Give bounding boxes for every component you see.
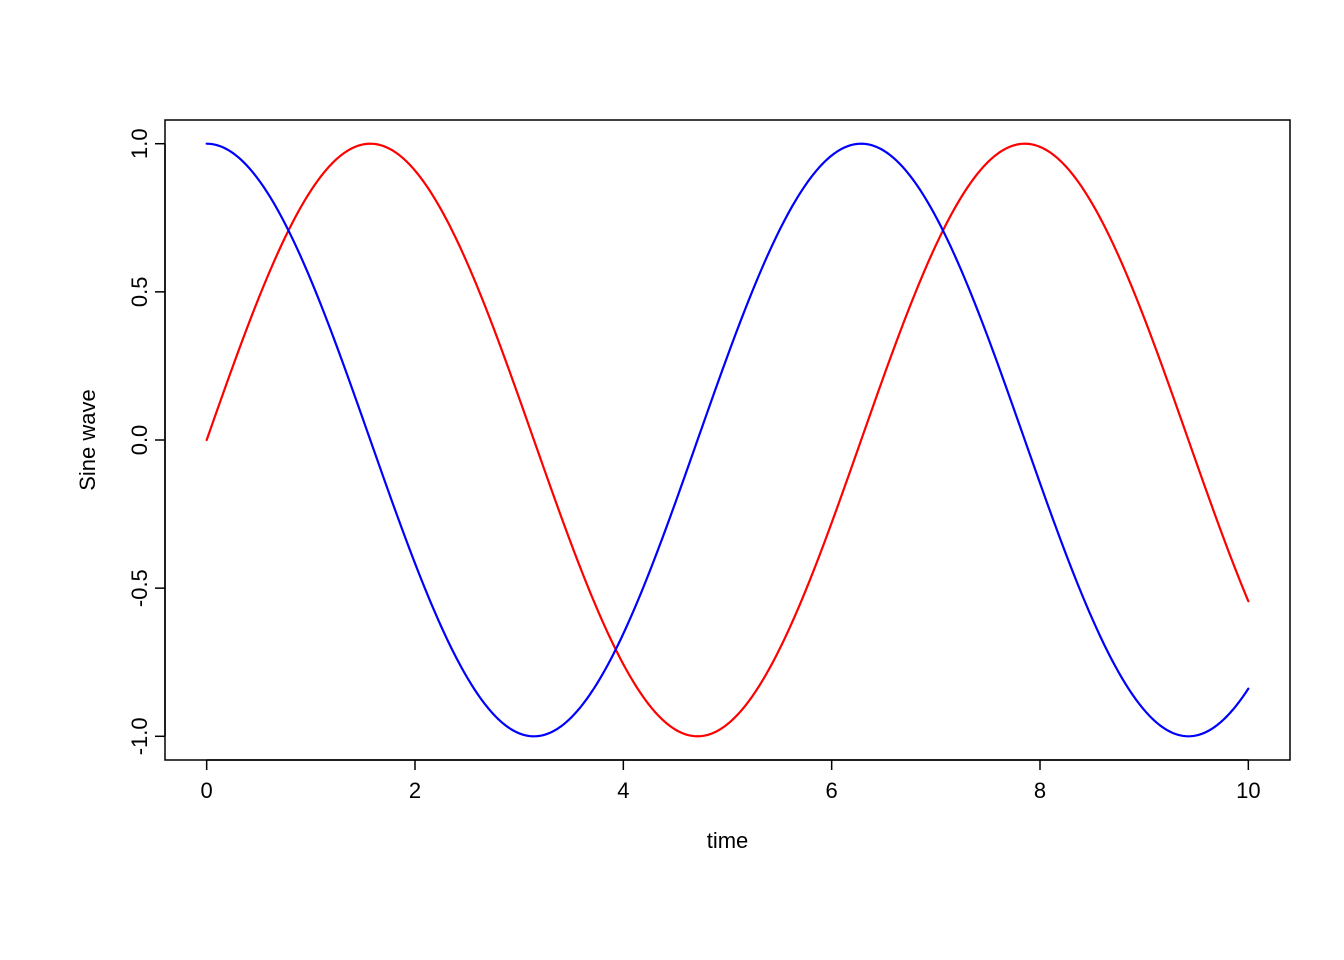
x-tick-label: 8: [1034, 778, 1046, 803]
y-tick-label: 0.5: [127, 277, 152, 308]
y-axis-label: Sine wave: [75, 389, 100, 491]
chart-svg: 0 2 4 6 8 10 -1.0 -0.5 0.0 0.5 1.0 time Sine wave: [0, 0, 1344, 960]
y-tick-label: 0.0: [127, 425, 152, 456]
x-tick-label: 4: [617, 778, 629, 803]
x-tick-label: 10: [1236, 778, 1260, 803]
sine-cosine-chart: 0 2 4 6 8 10 -1.0 -0.5 0.0 0.5 1.0 time Sine wave: [0, 0, 1344, 960]
x-axis-label: time: [707, 828, 749, 853]
y-tick-label: 1.0: [127, 128, 152, 159]
x-tick-label: 6: [826, 778, 838, 803]
x-tick-label: 2: [409, 778, 421, 803]
x-tick-label: 0: [201, 778, 213, 803]
y-tick-label: -0.5: [127, 569, 152, 607]
y-tick-label: -1.0: [127, 717, 152, 755]
